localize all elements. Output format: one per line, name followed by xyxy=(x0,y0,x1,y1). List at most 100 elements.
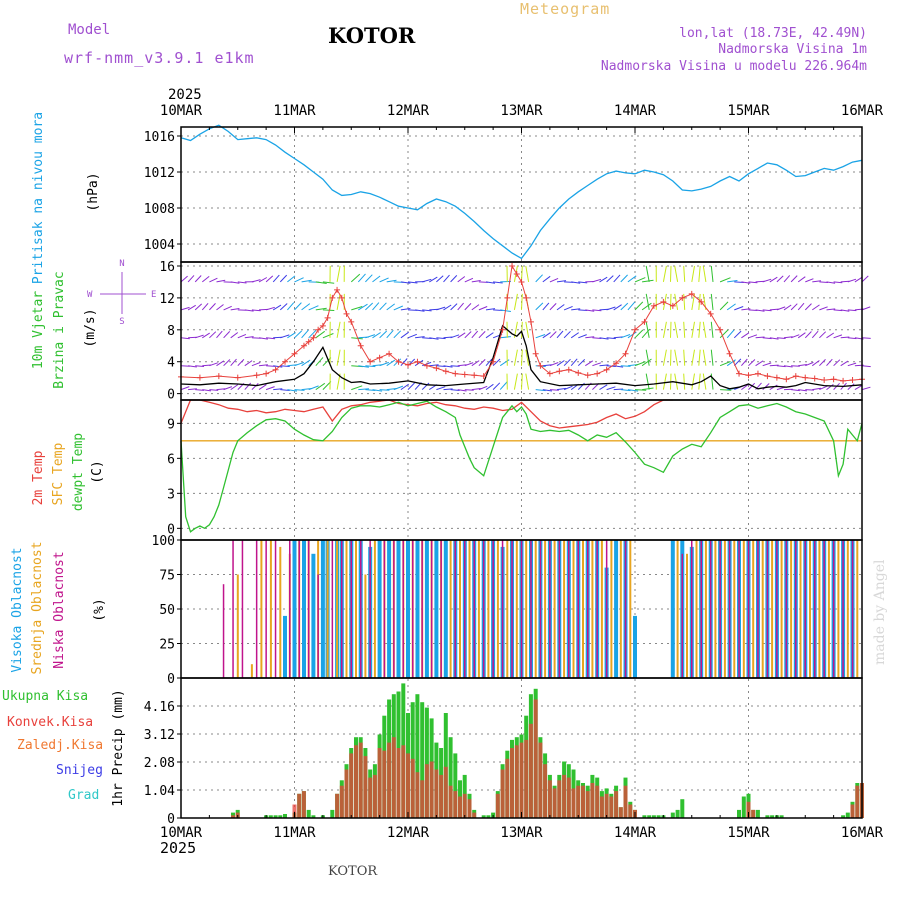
precip-conv-bar xyxy=(368,778,372,818)
time-tick-top: 10MAR xyxy=(160,103,203,119)
cloud-mid-bar xyxy=(601,540,603,678)
wind-barb xyxy=(642,388,653,390)
wind-speed-marker xyxy=(235,375,241,381)
cloud-low-bar xyxy=(332,540,334,678)
cloud-mid-bar xyxy=(743,540,745,678)
wind-barb xyxy=(238,359,244,365)
time-tick-bottom: 13MAR xyxy=(500,825,543,841)
cloud-mid-bar xyxy=(771,540,773,678)
cloud-high-bar xyxy=(671,540,675,678)
cloud-low-bar xyxy=(776,540,778,678)
precip-conv-bar xyxy=(458,797,462,819)
cloud-high-bar xyxy=(416,540,420,678)
wind-barb xyxy=(675,322,678,338)
wind-barb xyxy=(727,330,734,338)
wind-barb xyxy=(692,350,695,366)
precip-conv-bar xyxy=(529,724,533,818)
precip-conv-bar xyxy=(468,799,472,818)
model-name: wrf-nmm_v3.9.1 e1km xyxy=(64,49,255,67)
wind-barb xyxy=(684,294,685,310)
wind-barb xyxy=(663,350,666,366)
cloud-low-bar xyxy=(805,540,807,678)
model-label: Model xyxy=(68,22,110,38)
wind-speed-marker xyxy=(528,319,534,325)
cloud-mid-bar xyxy=(809,540,811,678)
y-tick-label: 1.04 xyxy=(144,784,175,799)
wind-speed-marker xyxy=(802,375,808,381)
wind-barb xyxy=(273,275,279,282)
wind-barb xyxy=(380,303,387,310)
y-tick-label: 100 xyxy=(152,534,175,549)
wind-barb xyxy=(514,374,517,390)
y-tick-label: 1008 xyxy=(144,202,175,217)
cloud-mid-bar xyxy=(563,540,565,678)
wind-speed-marker xyxy=(514,271,520,277)
wind-barb xyxy=(465,278,473,282)
wind-barb xyxy=(848,384,854,390)
wind-barb xyxy=(479,359,485,365)
time-tick-top: 13MAR xyxy=(500,103,543,119)
wind-barb xyxy=(819,359,825,365)
cloud-low-bar xyxy=(265,540,267,678)
wind-barb xyxy=(472,331,478,338)
wind-barb xyxy=(373,276,381,282)
cloud-mid-bar xyxy=(478,540,480,678)
location-title: KOTOR xyxy=(328,23,416,48)
precip-conv-bar xyxy=(851,805,855,819)
wind-barb xyxy=(711,322,713,338)
wind-barb xyxy=(663,374,666,390)
cloud-high-bar xyxy=(406,540,410,678)
wind-barb xyxy=(337,266,340,282)
cloud-mid-bar xyxy=(818,540,820,678)
wind-speed-marker xyxy=(764,373,770,379)
wind-speed-marker xyxy=(519,279,525,285)
cloud-mid-bar xyxy=(686,554,688,678)
plot-area: 10MAR10MAR11MAR11MAR12MAR12MAR13MAR13MAR… xyxy=(144,103,884,841)
wind-barb xyxy=(727,304,735,310)
cloud-low-bar xyxy=(369,540,371,678)
wind-barb xyxy=(812,331,818,338)
cloud-mid-bar xyxy=(554,540,556,678)
precip-conv-bar xyxy=(415,772,419,818)
cloud-mid-bar xyxy=(696,540,698,678)
cloud-mid-bar xyxy=(544,540,546,678)
precip-conv-bar xyxy=(297,794,301,818)
cloud-mid-bar xyxy=(762,540,764,678)
wind-barb xyxy=(543,303,549,310)
cloud-low-bar xyxy=(757,540,759,678)
wind-barb xyxy=(195,304,202,310)
wind-barb xyxy=(238,334,246,337)
precip-conv-bar xyxy=(345,770,349,819)
wind-barb xyxy=(756,361,764,366)
time-tick-bottom: 12MAR xyxy=(387,825,430,841)
precip-conv-bar xyxy=(538,743,542,818)
cloud-mid-bar xyxy=(790,540,792,678)
precip-conv-bar xyxy=(425,764,429,818)
cloud-low-bar xyxy=(421,540,423,678)
wind-barb xyxy=(642,303,651,310)
wind-speed-marker xyxy=(533,351,539,357)
y-tick-label: 1012 xyxy=(144,166,175,181)
cloud-low-bar xyxy=(823,540,825,678)
cloud-low-bar xyxy=(360,540,362,678)
cloud-mid-bar xyxy=(610,540,612,678)
cloud-mid-bar xyxy=(260,540,262,678)
wind-speed-marker xyxy=(831,376,837,382)
precip-conv-bar xyxy=(302,791,306,818)
wind-barb xyxy=(550,332,556,338)
wind-barb xyxy=(862,387,870,389)
wind-barb xyxy=(692,374,695,390)
wind-barb xyxy=(245,383,251,390)
wind-barb xyxy=(302,304,310,310)
cloud-low-bar xyxy=(795,540,797,678)
wind-barb xyxy=(684,350,685,366)
cloud-low-bar xyxy=(719,540,721,678)
wind-speed-marker xyxy=(325,315,331,321)
cloud-low-bar xyxy=(384,540,386,678)
y-tick-label: 3.12 xyxy=(144,728,175,743)
cloud-mid-bar xyxy=(279,547,281,678)
wind-barb xyxy=(365,303,372,310)
cloud-mid-bar xyxy=(355,540,357,678)
wind-barb xyxy=(628,302,635,310)
wind-barb xyxy=(791,276,797,282)
